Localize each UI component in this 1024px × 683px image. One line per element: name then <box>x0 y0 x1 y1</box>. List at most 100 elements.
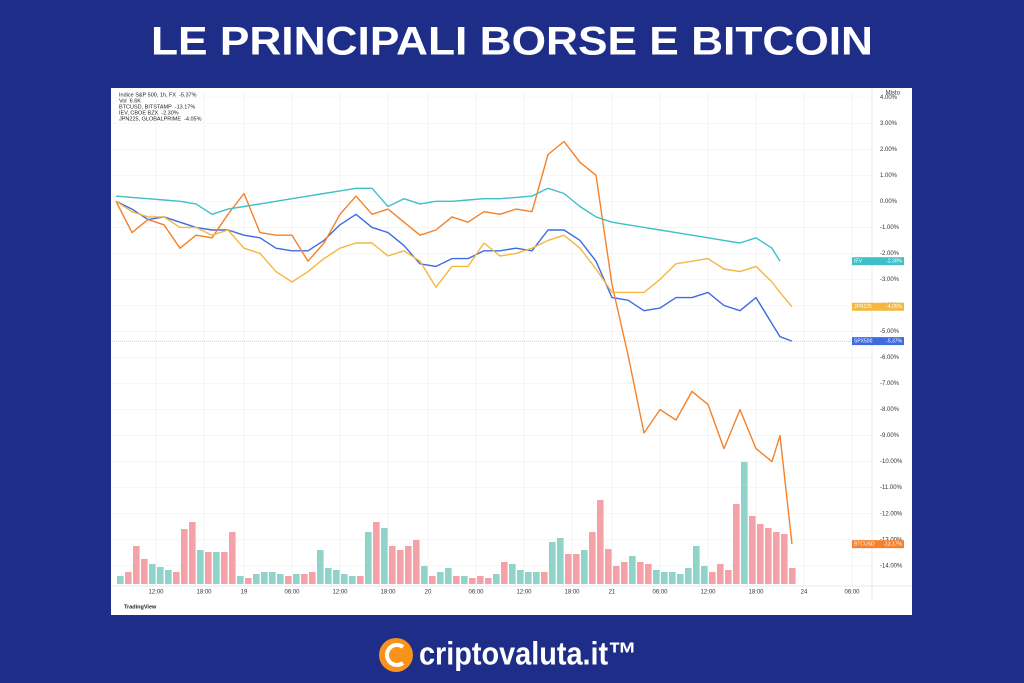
volume-bar <box>477 576 484 584</box>
volume-bar <box>285 576 292 584</box>
volume-bar <box>333 570 340 584</box>
legend-value: -4.05% <box>184 116 202 122</box>
chart: 4.00% 3.00% 2.00% 1.00% 0.00% -1.00% -2.00% -3.… <box>112 88 912 610</box>
volume-bar <box>197 550 204 584</box>
price-tag-name: JPN225 <box>854 304 872 310</box>
volume-bar <box>429 576 436 584</box>
volume-bar <box>261 572 268 584</box>
chart-panel <box>111 88 912 615</box>
volume-bar <box>669 572 676 584</box>
volume-bar <box>453 576 460 584</box>
volume-bar <box>637 562 644 584</box>
y-tick-label: -7.00% <box>880 381 900 387</box>
x-tick-label: 21 <box>609 590 616 596</box>
x-tick-label: 06:00 <box>284 590 300 596</box>
legend-entry: Vol <box>119 98 127 104</box>
volume-bar <box>677 574 684 584</box>
volume-bar <box>397 550 404 584</box>
volume-bar <box>189 522 196 584</box>
volume-bar <box>485 578 492 584</box>
volume-bar <box>421 566 428 584</box>
y-tick-label: 1.00% <box>880 173 898 179</box>
volume-bar <box>357 576 364 584</box>
volume-bar <box>213 552 220 584</box>
volume-bar <box>661 572 668 584</box>
volume-bar <box>613 566 620 584</box>
volume-bar <box>461 576 468 584</box>
volume-bar <box>373 522 380 584</box>
volume-bar <box>701 566 708 584</box>
price-tag <box>852 337 904 346</box>
title: LE PRINCIPALI BORSE E BITCOIN <box>151 20 873 64</box>
x-tick-label: 12:00 <box>332 590 348 596</box>
y-tick-label: -10.00% <box>880 459 903 465</box>
x-tick-label: 06:00 <box>652 590 668 596</box>
volume-bar <box>749 516 756 584</box>
volume-bar <box>381 528 388 584</box>
volume-bar <box>173 572 180 584</box>
volume-bar <box>245 578 252 584</box>
price-tag-name: SPX500 <box>854 338 873 344</box>
y-tick-label: -5.00% <box>880 329 900 335</box>
volume-bar <box>277 574 284 584</box>
volume-bar <box>253 574 260 584</box>
x-tick-label: 18:00 <box>748 590 764 596</box>
logo-coin <box>379 638 413 672</box>
volume-bar <box>317 550 324 584</box>
y-tick-label: 0.00% <box>880 199 898 205</box>
volume-bar <box>525 572 532 584</box>
volume-bar <box>509 564 516 584</box>
y-tick-label: -9.00% <box>880 433 900 439</box>
volume-bar <box>181 529 188 584</box>
series-line <box>115 140 793 545</box>
volume-bar <box>573 554 580 584</box>
legend-entry: Indice S&P 500, 1h, FX <box>119 92 176 98</box>
volume-bar <box>437 572 444 584</box>
x-tick-label: 19 <box>241 590 248 596</box>
volume-bar <box>565 554 572 584</box>
volume-bar <box>349 576 356 584</box>
x-tick-label: 06:00 <box>468 590 484 596</box>
legend-entry: IEV, CBOE BZX <box>119 110 159 116</box>
y-tick-label: -12.00% <box>880 511 903 517</box>
y-tick-label: 2.00% <box>880 147 898 153</box>
volume-bar <box>413 540 420 584</box>
legend-value: 6.6K <box>130 98 142 104</box>
volume-bar <box>229 532 236 584</box>
volume-bar <box>365 532 372 584</box>
y-tick-label: -8.00% <box>880 407 900 413</box>
logo-c <box>385 643 405 667</box>
volume-bar <box>157 567 164 584</box>
y-tick-label: -6.00% <box>880 355 900 361</box>
price-tag-value: -2.30% <box>886 259 902 265</box>
volume-bar <box>501 562 508 584</box>
y-tick-label: -1.00% <box>880 225 900 231</box>
y-tick-label: -11.00% <box>880 485 903 491</box>
price-tag <box>852 257 904 266</box>
legend-value: -13.17% <box>175 104 196 110</box>
volume-bar <box>717 564 724 584</box>
volume-bar <box>341 574 348 584</box>
watermark: TradingView <box>124 604 157 610</box>
volume-bar <box>557 538 564 584</box>
volume-bar <box>629 556 636 584</box>
volume-bar <box>685 568 692 584</box>
x-tick-label: 12:00 <box>148 590 164 596</box>
volume-bar <box>405 546 412 584</box>
volume-bar <box>493 574 500 584</box>
x-tick-label: 18:00 <box>380 590 396 596</box>
volume-bar <box>549 542 556 584</box>
volume-bar <box>125 572 132 584</box>
volume-bar <box>693 546 700 584</box>
series-line <box>115 200 793 308</box>
price-tag-value: -13.17% <box>883 541 902 547</box>
volume-bar <box>165 570 172 584</box>
price-tag <box>852 302 904 311</box>
volume-bar <box>293 574 300 584</box>
volume-bar <box>445 568 452 584</box>
y-tick-label: -3.00% <box>880 277 900 283</box>
volume-bar <box>541 572 548 584</box>
volume-bar <box>653 570 660 584</box>
volume-bar <box>773 532 780 584</box>
